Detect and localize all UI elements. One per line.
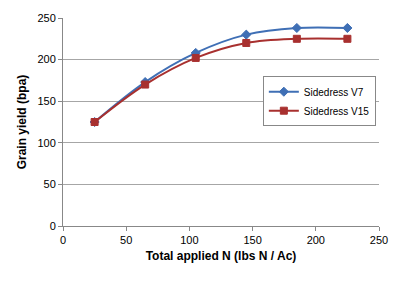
- svg-text:Grain yield (bpa): Grain yield (bpa): [15, 75, 29, 170]
- svg-text:200: 200: [307, 234, 325, 246]
- svg-text:Sidedress V15: Sidedress V15: [304, 106, 369, 117]
- svg-text:250: 250: [370, 234, 388, 246]
- svg-text:0: 0: [60, 234, 66, 246]
- svg-text:100: 100: [180, 234, 198, 246]
- svg-text:100: 100: [37, 137, 55, 149]
- svg-text:0: 0: [50, 220, 56, 232]
- svg-text:200: 200: [37, 53, 55, 65]
- svg-text:150: 150: [243, 234, 261, 246]
- svg-text:250: 250: [37, 12, 55, 24]
- svg-text:Total applied N (lbs N / Ac): Total applied N (lbs N / Ac): [146, 249, 297, 263]
- svg-text:Sidedress V7: Sidedress V7: [304, 87, 364, 98]
- svg-text:50: 50: [44, 178, 56, 190]
- svg-text:150: 150: [37, 95, 55, 107]
- svg-text:50: 50: [120, 234, 132, 246]
